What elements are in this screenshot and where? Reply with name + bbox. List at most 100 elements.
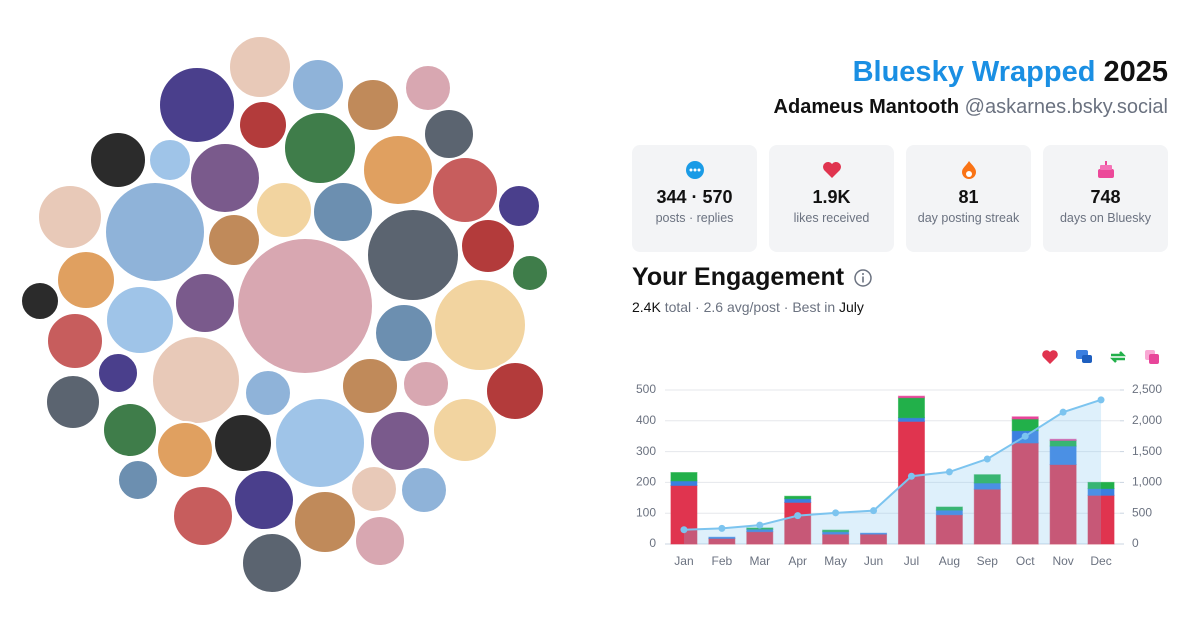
icon <box>823 162 841 178</box>
x-tick-label: Jun <box>864 554 883 568</box>
avatar[interactable] <box>172 485 234 547</box>
x-tick-label: May <box>824 554 847 568</box>
avatar[interactable] <box>341 357 399 415</box>
avatar[interactable] <box>89 131 147 189</box>
y2-tick-label: 2,500 <box>1132 382 1162 396</box>
bar-segment <box>1087 481 1115 490</box>
avatar[interactable] <box>485 361 545 421</box>
info-icon[interactable] <box>853 268 873 288</box>
avatar[interactable] <box>362 134 434 206</box>
avatar[interactable] <box>213 413 273 473</box>
bar-segment <box>1011 442 1039 545</box>
cumulative-point <box>718 524 726 532</box>
x-tick-label: Dec <box>1090 554 1111 568</box>
cumulative-point <box>756 521 764 529</box>
avatar[interactable] <box>283 111 357 185</box>
avatar[interactable] <box>45 374 101 430</box>
title: Bluesky Wrapped 2025 <box>853 56 1168 89</box>
x-tick-label: Nov <box>1052 554 1073 568</box>
avatar[interactable] <box>102 402 158 458</box>
stat-label: posts · replies <box>655 211 734 225</box>
avatar[interactable] <box>433 278 527 372</box>
summary: 2.4K total · 2.6 avg/post · Best in July <box>632 299 864 315</box>
y-tick-label: 500 <box>636 382 656 396</box>
avatar[interactable] <box>117 459 159 501</box>
avatar[interactable] <box>404 64 452 112</box>
cumulative-point <box>832 509 840 517</box>
bar-segment <box>860 532 888 535</box>
avatar[interactable] <box>312 181 374 243</box>
total: 2.4K <box>632 299 661 315</box>
x-tick-label: Mar <box>749 554 770 568</box>
brand: Bluesky Wrapped <box>852 56 1096 88</box>
bar-segment <box>897 397 925 419</box>
bar-segment <box>784 501 812 545</box>
avatar[interactable] <box>238 100 288 150</box>
legend-quotes[interactable] <box>1149 354 1159 364</box>
legend-likes[interactable] <box>1042 350 1058 364</box>
x-tick-label: Jul <box>904 554 919 568</box>
avatar[interactable] <box>293 490 357 554</box>
stat-card: 748 days on Bluesky <box>1043 145 1168 252</box>
x-tick-label: Oct <box>1016 554 1035 568</box>
avatar[interactable] <box>497 184 541 228</box>
avatar[interactable] <box>46 312 104 370</box>
avatar[interactable] <box>174 272 236 334</box>
stat-card: 1.9K likes received <box>769 145 894 252</box>
avatar[interactable] <box>432 397 498 463</box>
avatar[interactable] <box>346 78 400 132</box>
avatar[interactable] <box>37 184 103 250</box>
bar-segment <box>935 506 963 511</box>
bar-segment <box>670 472 698 482</box>
avatar[interactable] <box>156 421 214 479</box>
avatar[interactable] <box>291 58 345 112</box>
avatar[interactable] <box>97 352 139 394</box>
cumulative-point <box>794 512 802 520</box>
avatar[interactable] <box>228 35 292 99</box>
avatar[interactable] <box>366 208 460 302</box>
avatar[interactable] <box>233 469 295 531</box>
stat-card: 344 · 570 posts · replies <box>632 145 757 252</box>
bar-segment <box>935 514 963 545</box>
user: Adameus Mantooth @askarnes.bsky.social <box>774 96 1168 119</box>
avatar[interactable] <box>423 108 475 160</box>
avatar[interactable] <box>20 281 60 321</box>
bar-segment <box>822 529 850 533</box>
stat-value: 344 · 570 <box>656 187 733 207</box>
cumulative-point <box>983 455 991 463</box>
cumulative-point <box>1097 396 1105 404</box>
avatar[interactable] <box>189 142 261 214</box>
avatar[interactable] <box>350 465 398 513</box>
avatar[interactable] <box>105 285 175 355</box>
bar-segment <box>973 488 1001 545</box>
avatar[interactable] <box>374 303 434 363</box>
legend-reposts[interactable] <box>1109 351 1127 363</box>
avatar[interactable] <box>104 181 206 283</box>
avatar[interactable] <box>158 66 236 144</box>
avatar[interactable] <box>460 218 516 274</box>
avatar[interactable] <box>241 532 303 594</box>
avatar[interactable] <box>274 397 366 489</box>
bar-segment <box>784 495 812 500</box>
x-tick-label: Sep <box>977 554 999 568</box>
y-tick-label: 400 <box>636 413 656 427</box>
bar-segment <box>1011 416 1039 420</box>
avatar[interactable] <box>402 360 450 408</box>
avatar[interactable] <box>56 250 116 310</box>
avatar[interactable] <box>431 156 499 224</box>
avatar[interactable] <box>236 237 374 375</box>
avatar[interactable] <box>148 138 192 182</box>
y-tick-label: 100 <box>636 505 656 519</box>
avatar[interactable] <box>511 254 549 292</box>
avatar[interactable] <box>354 515 406 567</box>
bar-segment <box>1087 494 1115 545</box>
y-tick-label: 200 <box>636 475 656 489</box>
summary-text: total · 2.6 avg/post · Best in <box>664 299 836 315</box>
avatar[interactable] <box>255 181 313 239</box>
avatar[interactable] <box>244 369 292 417</box>
avatar[interactable] <box>207 213 261 267</box>
avatar[interactable] <box>369 410 431 472</box>
avatar[interactable] <box>400 466 448 514</box>
